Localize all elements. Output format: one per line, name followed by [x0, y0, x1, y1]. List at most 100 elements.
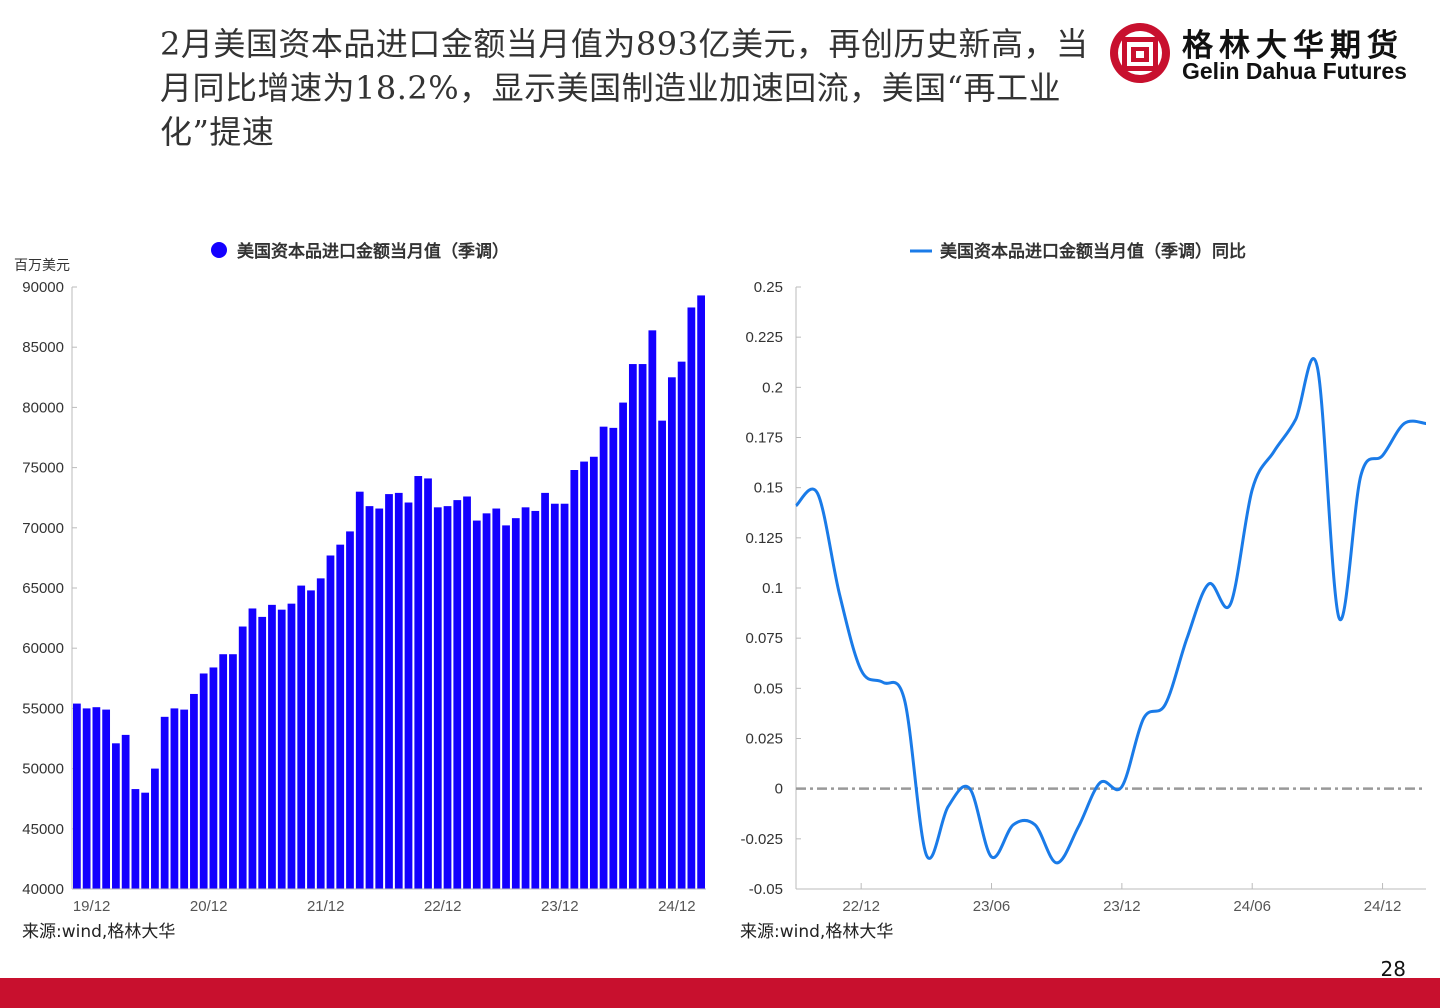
y-tick-label: 50000 [22, 761, 64, 778]
company-logo: 格林大华期货 Gelin Dahua Futures [1108, 20, 1418, 90]
bar [326, 555, 335, 889]
bar [385, 494, 393, 889]
x-tick-label: 23/12 [541, 898, 579, 915]
y-tick-label: 0.075 [745, 630, 783, 647]
y-axis-unit: 百万美元 [14, 257, 70, 273]
y-tick-label: 0.1 [762, 580, 783, 597]
bar [433, 507, 442, 889]
bar [638, 364, 647, 889]
bar [112, 743, 120, 889]
bar [219, 654, 228, 889]
bar [550, 503, 559, 889]
y-tick-label: 0.175 [745, 430, 783, 447]
bar [619, 402, 627, 889]
logo-emblem-icon [1110, 23, 1170, 83]
bar [277, 609, 286, 889]
bar [287, 603, 296, 889]
x-tick-label: 23/06 [973, 898, 1011, 915]
x-tick-label: 24/12 [1364, 898, 1402, 915]
bar [307, 590, 315, 889]
bar [677, 361, 686, 889]
bar [502, 525, 510, 889]
bar [541, 492, 549, 889]
bar [258, 616, 267, 889]
bar [589, 456, 598, 889]
bar [648, 330, 657, 889]
line-chart: 美国资本品进口金额当月值（季调）同比 0.25 0.225 0.2 0.175 0.15 0… [740, 241, 1427, 915]
bar [697, 295, 705, 890]
x-tick-label: 24/06 [1233, 898, 1271, 915]
x-tick-label: 19/12 [73, 898, 111, 915]
bar [599, 426, 608, 889]
bar [667, 377, 676, 889]
bar [297, 585, 306, 889]
bar [375, 508, 384, 889]
bar [160, 716, 169, 889]
bar [336, 544, 345, 889]
bar [609, 427, 618, 889]
y-tick-label: 0.25 [754, 279, 783, 296]
yoy-line [794, 357, 1427, 865]
bar [141, 792, 150, 889]
bar [229, 654, 237, 889]
bar [453, 500, 462, 889]
bar [628, 364, 637, 889]
logo-text-cn: 格林大华期货 [1182, 28, 1404, 64]
bar [404, 502, 413, 889]
bar [658, 420, 666, 889]
footer-bar [0, 978, 1440, 1008]
x-tick-label: 22/12 [424, 898, 462, 915]
bar [472, 520, 481, 889]
y-tick-label: 85000 [22, 339, 64, 356]
y-tick-label: 0.125 [745, 530, 783, 547]
bar [151, 768, 159, 889]
y-tick-label: 45000 [22, 821, 64, 838]
bar [238, 626, 247, 889]
y-tick-label: 75000 [22, 460, 64, 477]
bar [121, 734, 130, 889]
bar [531, 510, 540, 889]
x-tick-label: 20/12 [190, 898, 228, 915]
bar [570, 470, 579, 889]
bar [73, 703, 81, 889]
legend-label: 美国资本品进口金额当月值（季调） [237, 241, 509, 261]
bar [560, 503, 569, 889]
bar [316, 578, 325, 889]
bar [521, 507, 530, 889]
legend-marker [211, 242, 227, 258]
y-tick-label: 60000 [22, 640, 64, 657]
y-tick-label: 0.025 [745, 731, 783, 748]
bar [82, 708, 91, 889]
bar [346, 531, 354, 889]
bar [424, 478, 432, 889]
bar [687, 307, 696, 889]
bar [394, 492, 403, 889]
bar [248, 608, 257, 889]
y-tick-label: 0.2 [762, 379, 783, 396]
bar [443, 506, 452, 889]
x-tick-label: 21/12 [307, 898, 345, 915]
bar [482, 513, 491, 889]
x-tick-label: 23/12 [1103, 898, 1141, 915]
headline: 2月美国资本品进口金额当月值为893亿美元，再创历史新高，当月同比增速为18.2… [160, 25, 1089, 151]
bar [414, 476, 423, 889]
x-tick-label: 24/12 [658, 898, 696, 915]
bar [131, 789, 140, 889]
bar [190, 693, 198, 889]
page-number: 28 [1380, 957, 1406, 981]
bar [170, 708, 179, 889]
logo-text-en: Gelin Dahua Futures [1182, 58, 1407, 84]
bar [365, 506, 374, 889]
y-tick-label: -0.05 [749, 881, 783, 898]
y-tick-label: 65000 [22, 580, 64, 597]
x-tick-label: 22/12 [842, 898, 880, 915]
y-tick-label: 0.225 [745, 329, 783, 346]
bar [199, 673, 208, 889]
y-tick-label: 0.15 [754, 480, 783, 497]
bar [180, 709, 189, 889]
bar [102, 709, 111, 889]
bar [209, 667, 218, 889]
y-tick-label: -0.025 [740, 831, 783, 848]
y-tick-label: 80000 [22, 399, 64, 416]
y-tick-label: 70000 [22, 520, 64, 537]
